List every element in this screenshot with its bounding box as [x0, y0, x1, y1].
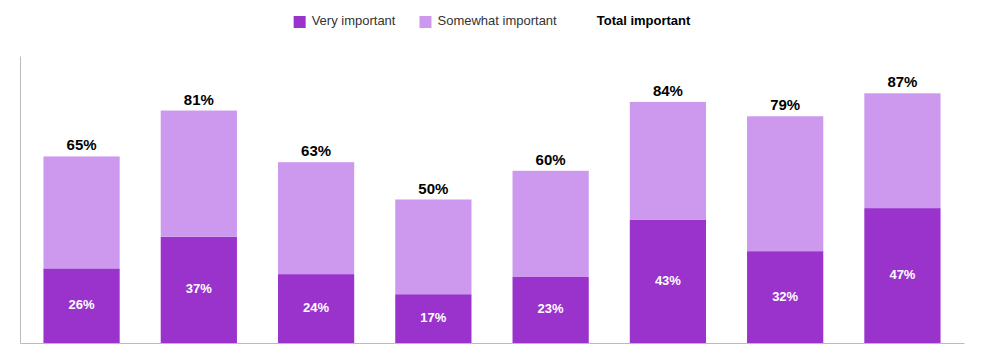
bar	[864, 93, 940, 208]
data-labels: 26% 37% 24% 17% 23% 43% 32% 47% 65% 81% 63% 50% 60% 8…	[67, 73, 918, 325]
y-axis	[20, 57, 21, 344]
legend-item: Somewhat important	[419, 13, 557, 28]
chart: 26% 37% 24% 17% 23% 43% 32% 47% 65% 81% 63% 50% 60% 8…	[0, 0, 984, 355]
x-axis-line	[21, 343, 965, 344]
bar	[747, 116, 823, 251]
bar	[43, 268, 119, 343]
total-label: 87%	[887, 73, 917, 90]
plot-area: 26% 37% 24% 17% 23% 43% 32% 47% 65% 81% 63% 50% 60% 8…	[21, 57, 965, 344]
bars	[43, 93, 940, 343]
bar	[747, 251, 823, 343]
bar	[630, 102, 706, 220]
bar	[278, 274, 354, 343]
bar	[395, 200, 471, 295]
segment-label: 43%	[655, 273, 681, 288]
legend-label: Somewhat important	[437, 13, 557, 28]
bar	[864, 208, 940, 343]
segment-label: 32%	[772, 289, 798, 304]
total-label: 81%	[184, 91, 214, 108]
segment-label: 37%	[186, 281, 212, 296]
total-label: 50%	[418, 180, 448, 197]
legend: Very important Somewhat important Total im…	[294, 13, 691, 28]
bar	[513, 277, 589, 343]
bar	[161, 237, 237, 343]
total-label: 63%	[301, 142, 331, 159]
segment-label: 26%	[69, 297, 95, 312]
total-label: 60%	[536, 151, 566, 168]
series-bars	[43, 93, 940, 294]
legend-swatch	[294, 16, 306, 28]
x-axis	[21, 343, 965, 344]
segment-label: 23%	[538, 301, 564, 316]
legend-label: Very important	[312, 13, 396, 28]
bar	[278, 162, 354, 274]
segment-label: 47%	[889, 267, 915, 282]
total-label: 65%	[67, 136, 97, 153]
legend-item: Very important	[294, 13, 396, 28]
bar	[513, 171, 589, 277]
total-label: 79%	[770, 96, 800, 113]
bar	[43, 156, 119, 268]
segment-label: 17%	[420, 310, 446, 325]
legend-total-label: Total important	[597, 13, 691, 28]
total-label: 84%	[653, 82, 683, 99]
bar	[630, 220, 706, 343]
bar	[161, 111, 237, 237]
bar	[395, 294, 471, 343]
legend-swatch	[419, 16, 431, 28]
segment-label: 24%	[303, 300, 329, 315]
y-axis-line	[20, 57, 21, 344]
